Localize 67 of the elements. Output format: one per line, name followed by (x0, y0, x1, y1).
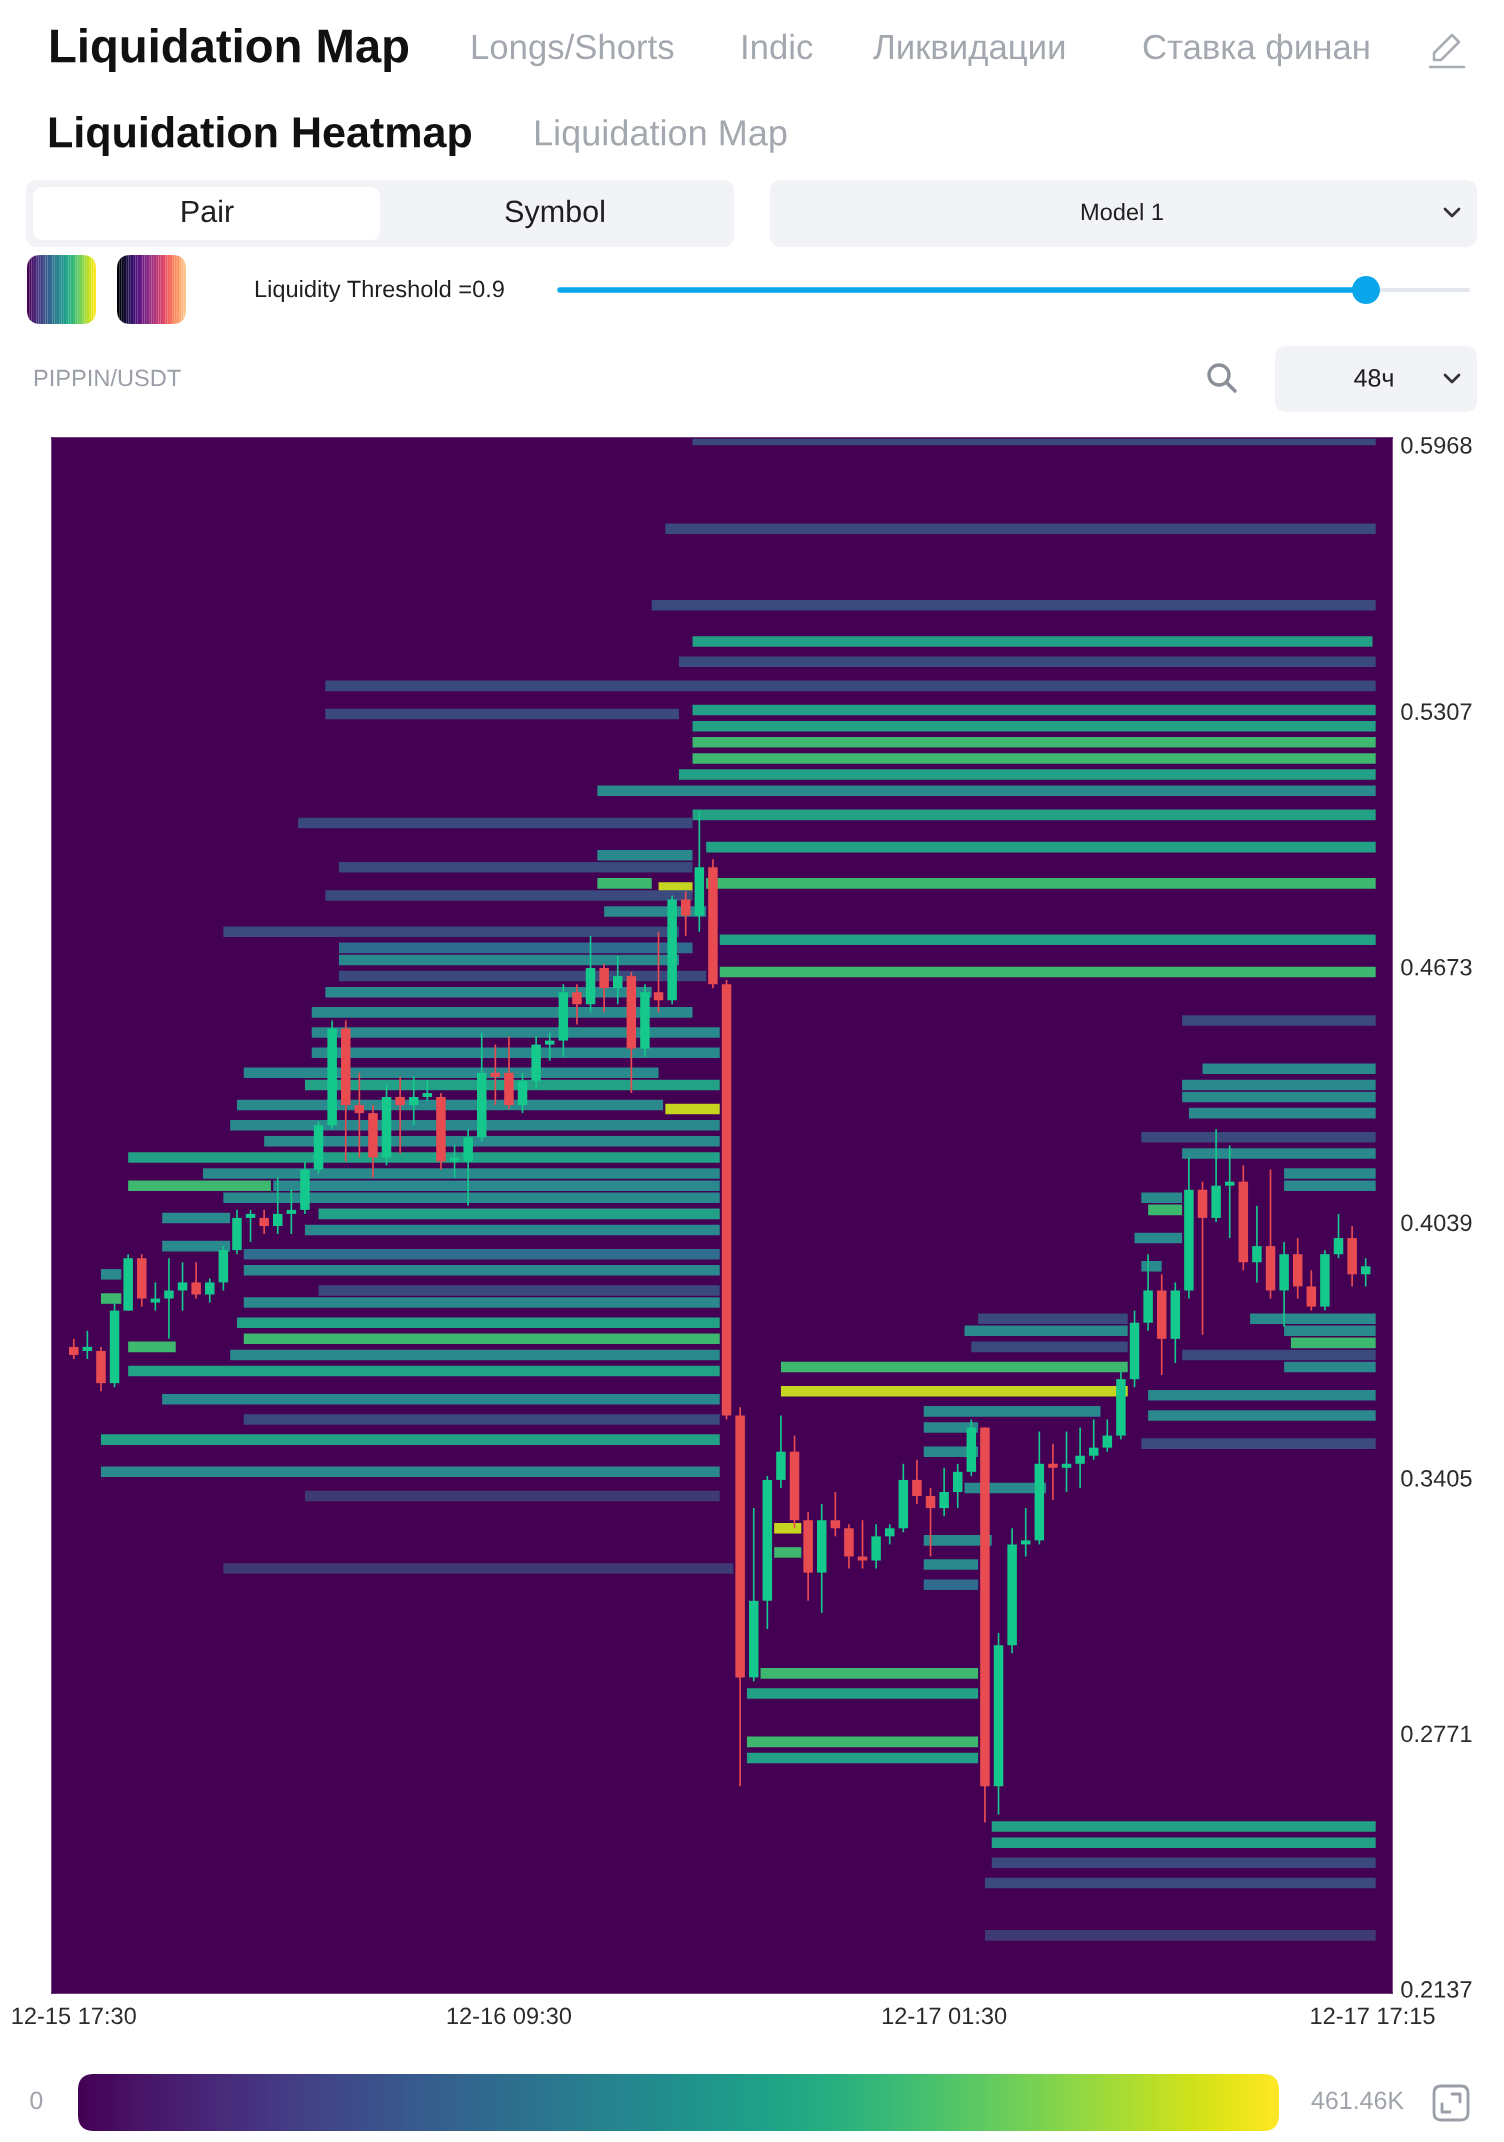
candlestick (1075, 1426, 1085, 1489)
color-bar-label: 461.46K (1311, 2091, 1404, 2110)
candlestick (449, 1144, 460, 1179)
candlestick (259, 1209, 269, 1235)
candlestick (1333, 1213, 1344, 1260)
text: Liquidation Map (51, 27, 409, 73)
chart-title: Liquidation Heatmap (49, 115, 472, 157)
candlestick (177, 1261, 188, 1312)
candlestick (272, 1176, 283, 1235)
y-tick-label: 0.2771 (1401, 1725, 1472, 1743)
candlestick (884, 1523, 895, 1546)
y-tick-label: 0.4673 (1401, 958, 1472, 976)
candlestick (912, 1458, 922, 1505)
x-tick-label: 12-15 17:30 (12, 2007, 136, 2025)
candlestick (204, 1277, 215, 1304)
text: 48ч (1354, 369, 1393, 387)
candlestick (572, 983, 582, 1026)
y-tick-label: 0.5968 (1401, 436, 1472, 454)
text: Liquidity Threshold =0.9 (255, 280, 504, 303)
candlestick (1252, 1204, 1262, 1284)
candlestick (830, 1491, 841, 1538)
x-tick-label: 12-17 01:30 (882, 2007, 1007, 2025)
candlestick (925, 1487, 936, 1558)
candlestick (857, 1519, 868, 1570)
candlestick (395, 1076, 405, 1155)
x-tick-label: 12-17 17:15 (1311, 2007, 1435, 2025)
candlestick (939, 1466, 949, 1518)
candlestick (191, 1261, 201, 1300)
text: Ликвидации (873, 35, 1065, 66)
text: Liquidation Map (535, 119, 787, 153)
color-bar-label: 0 (30, 2091, 43, 2110)
candlestick (952, 1462, 963, 1509)
candlestick (653, 930, 664, 1014)
candlestick (1048, 1442, 1058, 1501)
text: Longs/Shorts (472, 33, 674, 67)
candlestick (1102, 1418, 1113, 1453)
chart-subtitle: PIPPIN/USDT (34, 368, 181, 387)
candlestick (286, 1188, 297, 1235)
text: Indic (743, 33, 813, 60)
candlestick (680, 890, 691, 937)
text: Symbol (505, 199, 604, 229)
candlestick (490, 1043, 501, 1106)
candlestick (164, 1257, 174, 1340)
y-tick-label: 0.2137 (1401, 1981, 1472, 1998)
candlestick (1061, 1430, 1072, 1493)
candlestick (544, 1031, 555, 1062)
candlestick (69, 1338, 79, 1360)
candlestick (599, 963, 609, 1014)
text: Model 1 (1081, 203, 1163, 221)
candlestick (1306, 1269, 1317, 1312)
candlestick (354, 1071, 365, 1159)
candlestick (1360, 1257, 1371, 1288)
text: Ставка финан (1143, 33, 1369, 67)
candlestick (1224, 1144, 1235, 1239)
candlestick (150, 1281, 161, 1312)
candlestick (245, 1209, 256, 1243)
candlestick (408, 1076, 419, 1127)
text: Pair (182, 199, 234, 223)
candlestick (1088, 1418, 1099, 1461)
x-tick-label: 12-16 09:30 (447, 2007, 572, 2025)
candlestick (612, 955, 623, 1006)
candlestick (82, 1329, 93, 1360)
candlestick (422, 1080, 433, 1102)
y-tick-label: 0.5307 (1401, 703, 1472, 721)
y-tick-label: 0.4039 (1401, 1214, 1472, 1232)
y-tick-label: 0.3405 (1401, 1469, 1472, 1487)
candlestick (1020, 1507, 1031, 1558)
